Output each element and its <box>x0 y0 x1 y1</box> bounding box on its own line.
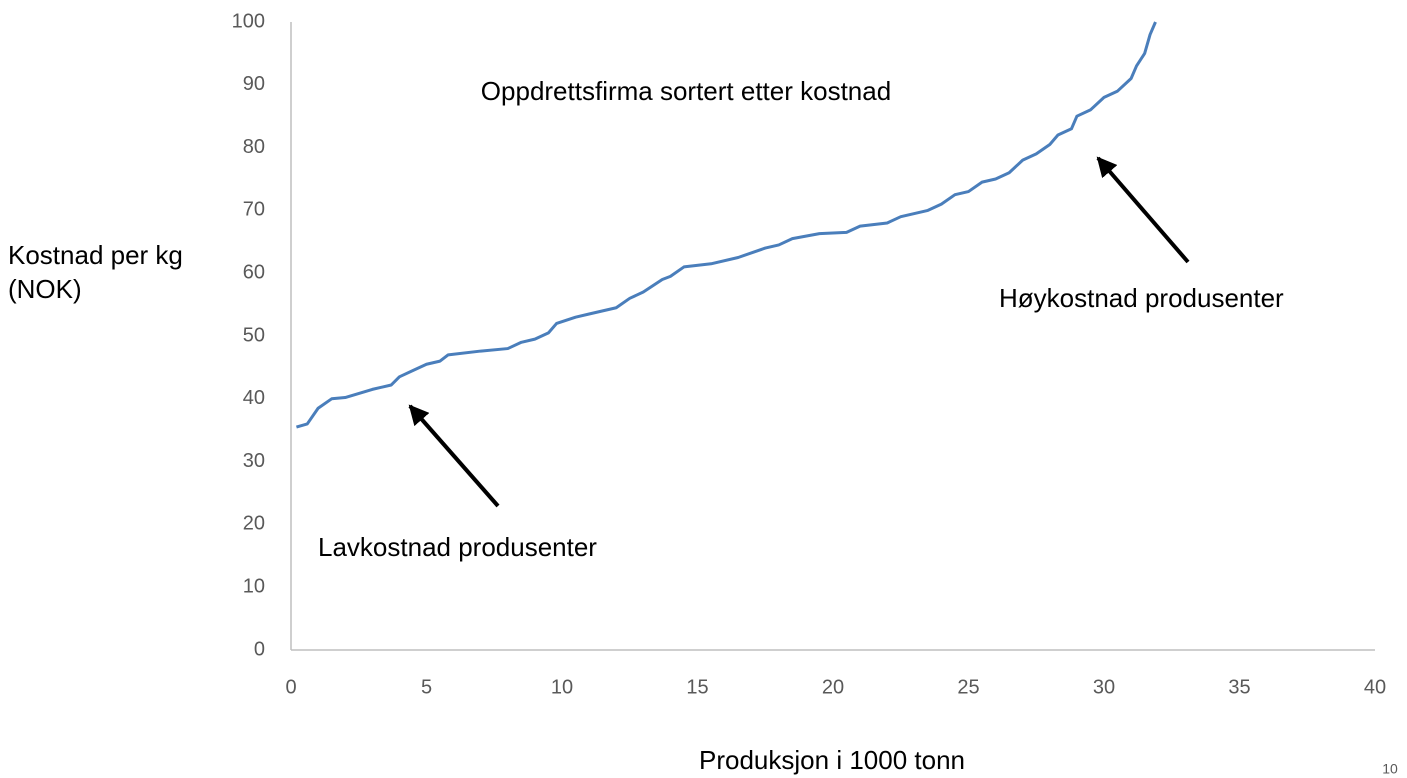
arrow <box>1096 156 1190 264</box>
y-tick-label: 100 <box>232 10 265 32</box>
x-tick-label: 5 <box>421 676 432 698</box>
y-axis-label: Kostnad per kg (NOK) <box>8 240 183 304</box>
annotation: Høykostnad produsenter <box>999 283 1284 313</box>
page-number: 10 <box>1382 761 1398 777</box>
y-tick-label: 40 <box>243 387 265 409</box>
x-tick-label: 15 <box>686 676 708 698</box>
annotation: Lavkostnad produsenter <box>318 532 597 562</box>
chart-title: Oppdrettsfirma sortert etter kostnad <box>481 76 891 106</box>
x-tick-label: 0 <box>285 676 296 698</box>
y-tick-label: 30 <box>243 450 265 472</box>
y-tick-label: 60 <box>243 261 265 283</box>
y-tick-label: 50 <box>243 324 265 346</box>
y-tick-label: 10 <box>243 575 265 597</box>
x-tick-label: 40 <box>1364 676 1386 698</box>
x-tick-label: 20 <box>822 676 844 698</box>
x-axis-label: Produksjon i 1000 tonn <box>699 745 965 775</box>
y-tick-label: 70 <box>243 199 265 221</box>
x-tick-label: 10 <box>551 676 573 698</box>
arrow <box>408 404 500 508</box>
x-tick-label: 35 <box>1228 676 1250 698</box>
y-tick-label: 0 <box>254 638 265 660</box>
x-tick-label: 30 <box>1093 676 1115 698</box>
y-tick-label: 80 <box>243 136 265 158</box>
y-tick-label: 20 <box>243 513 265 535</box>
y-tick-label: 90 <box>243 73 265 95</box>
line-series <box>296 21 1157 429</box>
x-tick-label: 25 <box>957 676 979 698</box>
